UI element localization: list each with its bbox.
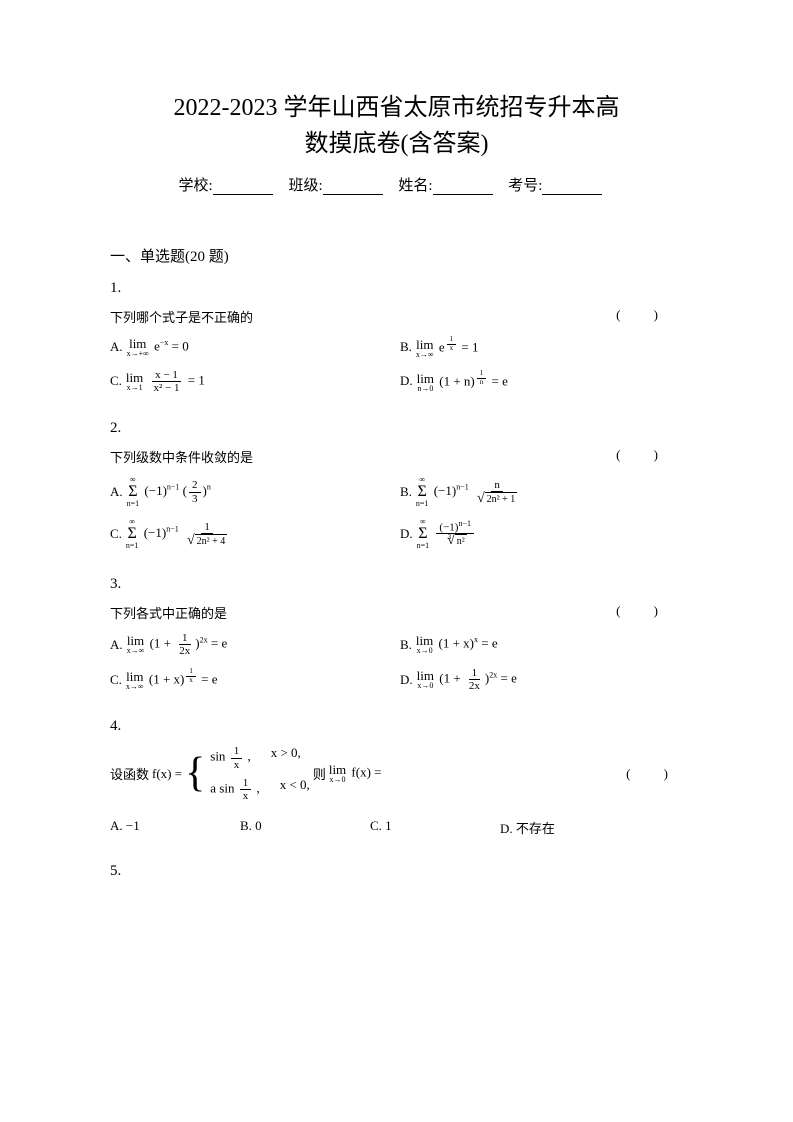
q3-optD-expr: limx→0 (1 + 12x)2x = e — [417, 667, 517, 692]
q4-options: A. −1 B. 0 C. 1 D. 不存在 — [110, 818, 683, 837]
blank-school[interactable] — [213, 180, 273, 195]
q2-optA-label: A. — [110, 484, 123, 500]
q4-line: 设函数 f(x) = { sin 1x , x > 0, a sin 1x , … — [110, 745, 683, 801]
q3-options: A. limx→∞ (1 + 12x)2x = e B. limx→0 (1 +… — [110, 632, 683, 692]
question-3: 3. 下列各式中正确的是 ( ) A. limx→∞ (1 + 12x)2x =… — [110, 576, 683, 692]
q4-fx: f(x) = — [152, 766, 182, 782]
q1-optA: A. limx→+∞ e−x = 0 — [110, 337, 400, 358]
q4-paren: ( ) — [626, 766, 683, 782]
q2-optB: B. ∞Σn=1 (−1)n−1 n√2n² + 1 — [400, 476, 683, 508]
q2-optC: C. ∞Σn=1 (−1)n−1 1√2n² + 4 — [110, 518, 400, 550]
q1-prompt: 下列哪个式子是不正确的 ( ) — [110, 307, 683, 326]
q1-optC: C. limx→1 x − 1x² − 1 = 1 — [110, 369, 400, 394]
q4-optC: C. 1 — [370, 818, 500, 837]
q2-optD-expr: ∞Σn=1 (−1)n−13√n² — [417, 518, 476, 550]
q1-optB-label: B. — [400, 339, 412, 355]
q1-paren: ( ) — [616, 307, 673, 326]
label-school: 学校: — [179, 178, 213, 194]
q1-optA-label: A. — [110, 339, 123, 355]
q2-optC-label: C. — [110, 526, 122, 542]
q2-optB-label: B. — [400, 484, 412, 500]
blank-class[interactable] — [323, 180, 383, 195]
q3-optB-label: B. — [400, 637, 412, 653]
q1-optD-expr: limn→0 (1 + n)1n = e — [417, 370, 508, 393]
label-name: 姓名: — [398, 178, 432, 194]
q3-optA: A. limx→∞ (1 + 12x)2x = e — [110, 632, 400, 657]
q1-num: 1. — [110, 280, 683, 297]
q4-optA: A. −1 — [110, 818, 240, 837]
q3-optB-expr: limx→0 (1 + x)x = e — [416, 634, 498, 655]
label-examno: 考号: — [508, 178, 542, 194]
q1-options: A. limx→+∞ e−x = 0 B. limx→∞ e1x = 1 C. … — [110, 336, 683, 394]
blank-name[interactable] — [433, 180, 493, 195]
q2-options: A. ∞Σn=1 (−1)n−1 (23)n B. ∞Σn=1 (−1)n−1 … — [110, 476, 683, 550]
question-2: 2. 下列级数中条件收敛的是 ( ) A. ∞Σn=1 (−1)n−1 (23)… — [110, 420, 683, 550]
q4-mid: 则 — [313, 764, 326, 783]
q2-optC-expr: ∞Σn=1 (−1)n−1 1√2n² + 4 — [126, 518, 232, 550]
label-class: 班级: — [288, 178, 322, 194]
question-1: 1. 下列哪个式子是不正确的 ( ) A. limx→+∞ e−x = 0 B.… — [110, 280, 683, 394]
q5-num: 5. — [110, 863, 683, 880]
q3-num: 3. — [110, 576, 683, 593]
question-4: 4. 设函数 f(x) = { sin 1x , x > 0, a sin 1x… — [110, 718, 683, 836]
brace-icon: { — [185, 757, 205, 791]
q3-optD: D. limx→0 (1 + 12x)2x = e — [400, 667, 683, 692]
exam-title: 2022-2023 学年山西省太原市统招专升本高 数摸底卷(含答案) — [110, 90, 683, 162]
q2-optD: D. ∞Σn=1 (−1)n−13√n² — [400, 518, 683, 550]
q1-optB-expr: limx→∞ e1x = 1 — [416, 336, 479, 359]
q1-optB: B. limx→∞ e1x = 1 — [400, 336, 683, 359]
q3-optA-label: A. — [110, 637, 123, 653]
q2-optA-expr: ∞Σn=1 (−1)n−1 (23)n — [127, 476, 211, 508]
q3-prompt-text: 下列各式中正确的是 — [110, 603, 227, 622]
blank-examno[interactable] — [542, 180, 602, 195]
q2-prompt-text: 下列级数中条件收敛的是 — [110, 447, 253, 466]
q3-optC: C. limx→∞ (1 + x)1x = e — [110, 668, 400, 691]
q3-prompt: 下列各式中正确的是 ( ) — [110, 603, 683, 622]
q2-optA: A. ∞Σn=1 (−1)n−1 (23)n — [110, 476, 400, 508]
q4-pre: 设函数 — [110, 764, 149, 783]
q1-optD: D. limn→0 (1 + n)1n = e — [400, 370, 683, 393]
q3-optC-expr: limx→∞ (1 + x)1x = e — [126, 668, 218, 691]
q3-optB: B. limx→0 (1 + x)x = e — [400, 634, 683, 655]
q4-left: 设函数 f(x) = { sin 1x , x > 0, a sin 1x , … — [110, 745, 382, 801]
section-title: 一、单选题(20 题) — [110, 245, 683, 266]
q1-prompt-text: 下列哪个式子是不正确的 — [110, 307, 253, 326]
q4-optD: D. 不存在 — [500, 818, 630, 837]
form-line: 学校: 班级: 姓名: 考号: — [110, 174, 683, 195]
title-line2: 数摸底卷(含答案) — [110, 126, 683, 162]
q2-optD-label: D. — [400, 526, 413, 542]
question-5: 5. — [110, 863, 683, 880]
q3-optD-label: D. — [400, 672, 413, 688]
q2-num: 2. — [110, 420, 683, 437]
title-line1: 2022-2023 学年山西省太原市统招专升本高 — [110, 90, 683, 126]
q4-piecewise: { sin 1x , x > 0, a sin 1x , x < 0, — [185, 745, 310, 801]
q3-paren: ( ) — [616, 603, 673, 622]
q3-optC-label: C. — [110, 672, 122, 688]
q4-num: 4. — [110, 718, 683, 735]
q1-optA-expr: limx→+∞ e−x = 0 — [127, 337, 189, 358]
q3-optA-expr: limx→∞ (1 + 12x)2x = e — [127, 632, 228, 657]
q2-prompt: 下列级数中条件收敛的是 ( ) — [110, 447, 683, 466]
q1-optC-expr: limx→1 x − 1x² − 1 = 1 — [126, 369, 205, 394]
q1-optC-label: C. — [110, 373, 122, 389]
q2-optB-expr: ∞Σn=1 (−1)n−1 n√2n² + 1 — [416, 476, 522, 508]
q2-paren: ( ) — [616, 447, 673, 466]
q1-optD-label: D. — [400, 373, 413, 389]
q4-optB: B. 0 — [240, 818, 370, 837]
